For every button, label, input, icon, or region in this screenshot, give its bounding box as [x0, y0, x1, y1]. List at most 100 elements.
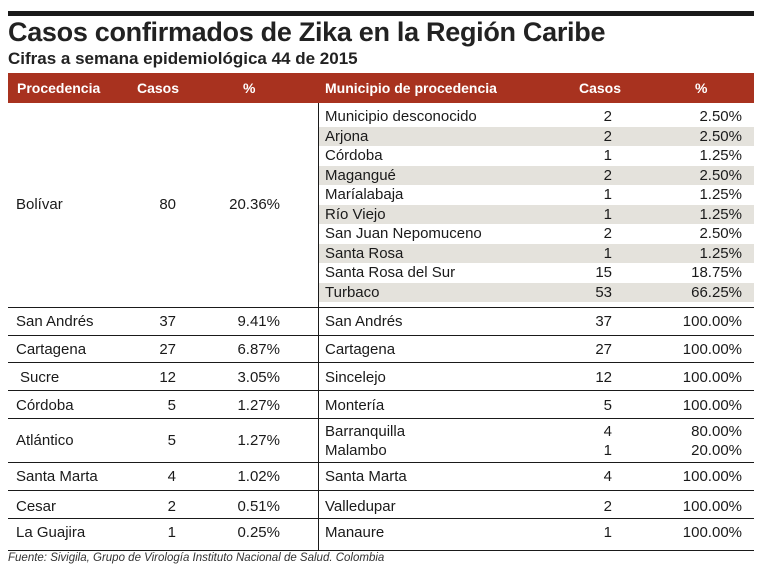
municipio-cell: Arjona — [325, 128, 369, 145]
municipio-cell: San Andrés — [325, 313, 403, 330]
row-divider — [8, 550, 754, 551]
row-divider — [8, 307, 754, 308]
municipio-cell: Río Viejo — [325, 206, 386, 223]
casos-cell: 5 — [167, 397, 176, 414]
municipio-porcentaje-cell: 1.25% — [699, 186, 742, 203]
row-divider — [8, 518, 754, 519]
municipio-cell: Cartagena — [325, 341, 396, 358]
municipio-cell: Santa Rosa — [325, 245, 404, 262]
municipio-casos-cell: 2 — [603, 108, 612, 125]
municipio-casos-cell: 1 — [603, 442, 612, 459]
municipio-cell: Montería — [325, 397, 385, 414]
municipio-porcentaje-cell: 20.00% — [691, 442, 742, 459]
municipio-casos-cell: 1 — [603, 524, 612, 541]
municipio-porcentaje-cell: 100.00% — [682, 498, 742, 515]
header-municipio-casos: Casos — [579, 80, 622, 96]
municipio-cell: San Juan Nepomuceno — [325, 225, 482, 242]
procedencia-cell: San Andrés — [16, 313, 94, 330]
municipio-casos-cell: 1 — [603, 206, 612, 223]
municipio-casos-cell: 27 — [595, 341, 612, 358]
municipio-porcentaje-cell: 66.25% — [691, 284, 742, 301]
row-shading — [318, 166, 754, 185]
municipio-porcentaje-cell: 80.00% — [691, 423, 742, 440]
row-shading — [318, 283, 754, 302]
page-subtitle: Cifras a semana epidemiológica 44 de 201… — [8, 49, 358, 68]
municipio-casos-cell: 5 — [603, 397, 612, 414]
casos-cell: 37 — [159, 313, 176, 330]
procedencia-cell: La Guajira — [16, 524, 86, 541]
municipio-porcentaje-cell: 2.50% — [699, 167, 742, 184]
municipio-casos-cell: 4 — [603, 468, 612, 485]
municipio-porcentaje-cell: 100.00% — [682, 369, 742, 386]
porcentaje-cell: 1.27% — [237, 397, 280, 414]
municipio-porcentaje-cell: 2.50% — [699, 128, 742, 145]
procedencia-cell: Bolívar — [16, 196, 63, 213]
municipio-porcentaje-cell: 100.00% — [682, 341, 742, 358]
row-divider — [8, 462, 754, 463]
municipio-porcentaje-cell: 100.00% — [682, 313, 742, 330]
row-divider — [8, 335, 754, 336]
header-casos: Casos — [137, 80, 180, 96]
municipio-cell: Sincelejo — [325, 369, 386, 386]
municipio-cell: Barranquilla — [325, 423, 406, 440]
municipio-casos-cell: 2 — [603, 225, 612, 242]
procedencia-cell: Atlántico — [16, 432, 74, 449]
municipio-casos-cell: 4 — [603, 423, 612, 440]
page-title: Casos confirmados de Zika en la Región C… — [8, 17, 606, 47]
municipio-casos-cell: 2 — [603, 167, 612, 184]
municipio-casos-cell: 1 — [603, 147, 612, 164]
municipio-casos-cell: 2 — [603, 498, 612, 515]
municipio-cell: Magangué — [325, 167, 396, 184]
column-divider — [318, 103, 319, 550]
municipio-porcentaje-cell: 2.50% — [699, 108, 742, 125]
casos-cell: 80 — [159, 196, 176, 213]
row-shading — [318, 205, 754, 224]
municipio-cell: Malambo — [325, 442, 387, 459]
row-divider — [8, 362, 754, 363]
municipio-casos-cell: 1 — [603, 245, 612, 262]
porcentaje-cell: 1.02% — [237, 468, 280, 485]
municipio-cell: Santa Marta — [325, 468, 407, 485]
municipio-casos-cell: 53 — [595, 284, 612, 301]
header-municipio: Municipio de procedencia — [325, 80, 497, 96]
header-procedencia: Procedencia — [17, 80, 101, 96]
municipio-casos-cell: 12 — [595, 369, 612, 386]
row-divider — [8, 490, 754, 491]
procedencia-cell: Sucre — [20, 369, 60, 386]
municipio-casos-cell: 15 — [595, 264, 612, 281]
municipio-cell: Córdoba — [325, 147, 383, 164]
casos-cell: 27 — [159, 341, 176, 358]
porcentaje-cell: 9.41% — [237, 313, 280, 330]
procedencia-cell: Santa Marta — [16, 468, 98, 485]
procedencia-cell: Cesar — [16, 498, 57, 515]
row-divider — [8, 390, 754, 391]
municipio-casos-cell: 2 — [603, 128, 612, 145]
municipio-porcentaje-cell: 100.00% — [682, 524, 742, 541]
top-rule — [8, 11, 754, 16]
source-note: Fuente: Sivigila, Grupo de Virología Ins… — [8, 552, 385, 564]
municipio-porcentaje-cell: 2.50% — [699, 225, 742, 242]
row-divider — [8, 418, 754, 419]
municipio-cell: Manaure — [325, 524, 385, 541]
porcentaje-cell: 3.05% — [237, 369, 280, 386]
casos-cell: 4 — [167, 468, 176, 485]
porcentaje-cell: 0.51% — [237, 498, 280, 515]
municipio-cell: Santa Rosa del Sur — [325, 264, 456, 281]
header-pct: % — [243, 80, 256, 96]
procedencia-cell: Cartagena — [16, 341, 87, 358]
municipio-porcentaje-cell: 18.75% — [691, 264, 742, 281]
table-header: Procedencia Casos % Municipio de procede… — [8, 73, 754, 103]
municipio-casos-cell: 1 — [603, 186, 612, 203]
municipio-porcentaje-cell: 1.25% — [699, 147, 742, 164]
municipio-casos-cell: 37 — [595, 313, 612, 330]
municipio-porcentaje-cell: 100.00% — [682, 468, 742, 485]
municipio-porcentaje-cell: 1.25% — [699, 245, 742, 262]
casos-cell: 1 — [167, 524, 176, 541]
porcentaje-cell: 20.36% — [229, 196, 280, 213]
municipio-cell: Maríalabaja — [325, 186, 404, 203]
municipio-cell: Valledupar — [325, 498, 396, 515]
header-municipio-pct: % — [695, 80, 708, 96]
row-shading — [318, 244, 754, 263]
casos-cell: 12 — [159, 369, 176, 386]
porcentaje-cell: 6.87% — [237, 341, 280, 358]
